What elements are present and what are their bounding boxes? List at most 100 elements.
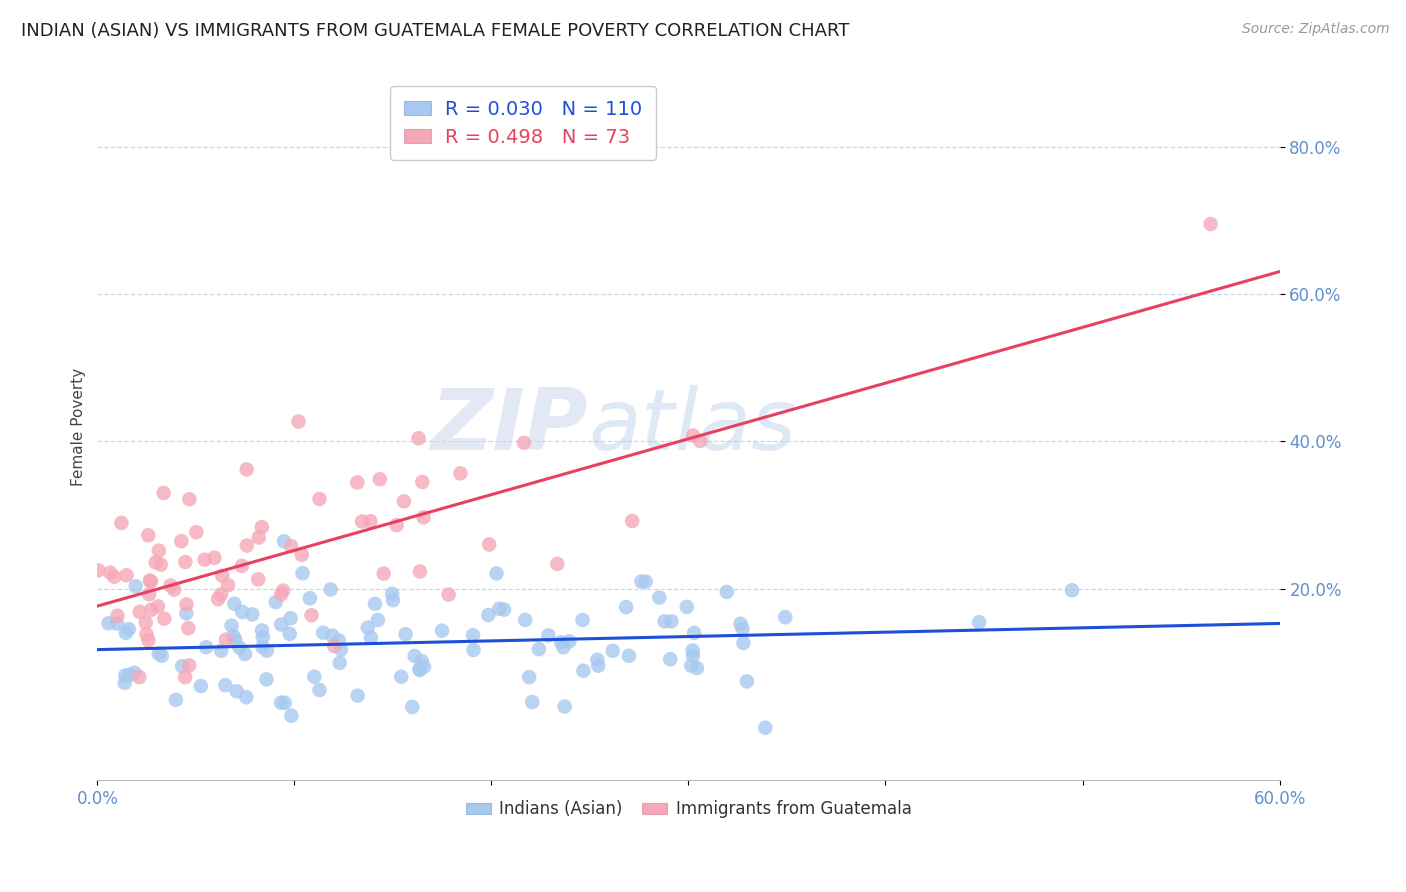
Point: [170, 534, 193, 549]
Point: [382, 593, 405, 607]
Point: [617, 648, 640, 663]
Point: [174, 555, 197, 569]
Point: [301, 608, 323, 623]
Point: [273, 534, 295, 549]
Point: [359, 514, 381, 528]
Point: [172, 659, 194, 673]
Point: [264, 595, 287, 609]
Point: [124, 665, 146, 680]
Point: [224, 632, 246, 647]
Point: [404, 648, 426, 663]
Point: [346, 689, 368, 703]
Point: [381, 587, 404, 601]
Point: [225, 684, 247, 698]
Point: [270, 696, 292, 710]
Point: [139, 574, 162, 588]
Point: [250, 624, 273, 638]
Point: [392, 494, 415, 508]
Point: [280, 539, 302, 553]
Point: [546, 557, 568, 571]
Point: [247, 572, 270, 586]
Point: [98, 566, 121, 580]
Point: [586, 653, 609, 667]
Point: [312, 625, 335, 640]
Point: [409, 565, 432, 579]
Point: [682, 643, 704, 657]
Point: [681, 658, 703, 673]
Point: [634, 574, 657, 589]
Point: [176, 598, 198, 612]
Point: [194, 552, 217, 566]
Point: [360, 631, 382, 645]
Point: [537, 628, 560, 642]
Point: [115, 568, 138, 582]
Point: [494, 602, 516, 616]
Point: [125, 579, 148, 593]
Point: [270, 587, 292, 601]
Point: [682, 648, 704, 663]
Point: [675, 599, 697, 614]
Point: [1060, 583, 1083, 598]
Point: [179, 492, 201, 507]
Point: [553, 640, 575, 655]
Point: [97, 616, 120, 631]
Point: [308, 683, 330, 698]
Point: [550, 635, 572, 649]
Point: [517, 670, 540, 684]
Point: [190, 679, 212, 693]
Point: [775, 610, 797, 624]
Point: [217, 578, 239, 592]
Point: [682, 428, 704, 442]
Point: [461, 628, 484, 642]
Point: [231, 558, 253, 573]
Point: [250, 520, 273, 534]
Point: [221, 618, 243, 632]
Point: [252, 630, 274, 644]
Y-axis label: Female Poverty: Female Poverty: [72, 368, 86, 486]
Point: [328, 633, 350, 648]
Point: [273, 696, 295, 710]
Point: [967, 615, 990, 630]
Point: [177, 621, 200, 635]
Point: [522, 695, 544, 709]
Point: [572, 664, 595, 678]
Point: [115, 626, 138, 640]
Point: [280, 611, 302, 625]
Point: [488, 601, 510, 615]
Point: [367, 613, 389, 627]
Point: [754, 721, 776, 735]
Point: [368, 472, 391, 486]
Point: [87, 563, 110, 577]
Point: [233, 647, 256, 661]
Point: [389, 670, 412, 684]
Point: [179, 658, 201, 673]
Point: [571, 613, 593, 627]
Point: [716, 585, 738, 599]
Point: [209, 588, 232, 602]
Legend: Indians (Asian), Immigrants from Guatemala: Indians (Asian), Immigrants from Guatema…: [458, 794, 918, 825]
Point: [148, 543, 170, 558]
Point: [176, 607, 198, 621]
Point: [298, 591, 321, 606]
Point: [430, 624, 453, 638]
Point: [138, 633, 160, 648]
Point: [195, 640, 218, 655]
Point: [394, 627, 416, 641]
Point: [150, 648, 173, 663]
Point: [287, 415, 309, 429]
Point: [228, 640, 250, 655]
Point: [513, 435, 536, 450]
Point: [235, 690, 257, 705]
Point: [152, 486, 174, 500]
Point: [409, 663, 432, 677]
Text: INDIAN (ASIAN) VS IMMIGRANTS FROM GUATEMALA FEMALE POVERTY CORRELATION CHART: INDIAN (ASIAN) VS IMMIGRANTS FROM GUATEM…: [21, 22, 849, 40]
Point: [211, 568, 233, 582]
Point: [291, 566, 314, 581]
Point: [602, 644, 624, 658]
Point: [271, 583, 294, 598]
Point: [135, 615, 157, 630]
Point: [114, 668, 136, 682]
Point: [683, 626, 706, 640]
Point: [207, 592, 229, 607]
Point: [648, 591, 671, 605]
